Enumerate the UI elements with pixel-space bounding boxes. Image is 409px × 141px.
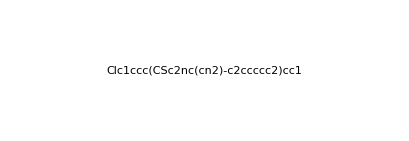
Text: Clc1ccc(CSc2nc(cn2)-c2ccccc2)cc1: Clc1ccc(CSc2nc(cn2)-c2ccccc2)cc1 <box>107 66 302 75</box>
